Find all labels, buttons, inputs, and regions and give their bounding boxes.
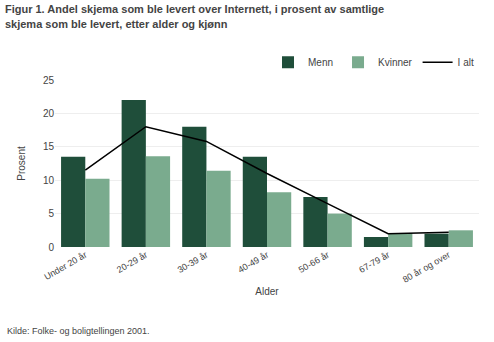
- svg-text:10: 10: [43, 175, 55, 186]
- svg-text:Kilde: Folke- og boligtellinge: Kilde: Folke- og boligtellingen 2001.: [7, 326, 150, 336]
- svg-text:15: 15: [43, 141, 55, 152]
- svg-text:30-39 år: 30-39 år: [176, 249, 210, 274]
- svg-text:40-49 år: 40-49 år: [236, 249, 270, 274]
- svg-text:20-29 år: 20-29 år: [115, 249, 149, 274]
- svg-text:0: 0: [48, 242, 54, 253]
- svg-text:Prosent: Prosent: [16, 146, 27, 181]
- svg-text:Alder: Alder: [255, 286, 279, 297]
- svg-text:Kvinner: Kvinner: [378, 57, 413, 68]
- svg-text:25: 25: [43, 75, 55, 86]
- svg-text:80 år og over: 80 år og over: [401, 249, 452, 284]
- svg-text:67-79 år: 67-79 år: [357, 249, 391, 274]
- svg-text:5: 5: [48, 208, 54, 219]
- svg-text:Under 20 år: Under 20 år: [42, 249, 88, 281]
- svg-text:Menn: Menn: [308, 57, 333, 68]
- svg-text:Figur 1. Andel skjema som ble: Figur 1. Andel skjema som ble levert ove…: [5, 3, 384, 29]
- svg-text:20: 20: [43, 108, 55, 119]
- svg-text:50-66 år: 50-66 år: [297, 249, 331, 274]
- svg-text:I alt: I alt: [458, 57, 474, 68]
